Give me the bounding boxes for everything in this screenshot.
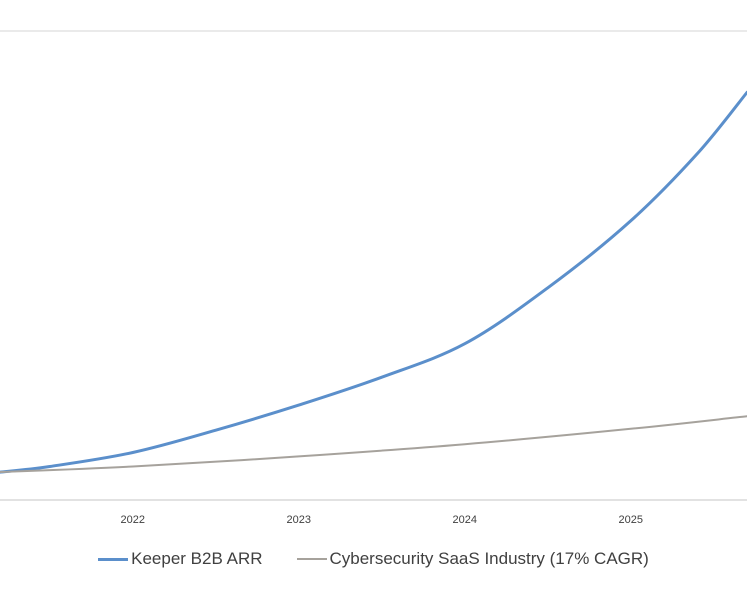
x-tick-label: 2025 (619, 514, 643, 526)
legend-label: Cybersecurity SaaS Industry (17% CAGR) (329, 549, 649, 568)
series-line-keeper-b2b-arr (0, 90, 747, 474)
legend-item-keeper-b2b-arr: Keeper B2B ARR (98, 549, 263, 569)
x-tick-label: 2023 (287, 514, 311, 526)
legend-swatch-blue (98, 557, 129, 561)
series-line-cybersecurity-saas-industry (0, 415, 747, 474)
x-tick-label: 2024 (453, 514, 477, 526)
legend-item-cybersecurity-saas-industry: Cybersecurity SaaS Industry (17% CAGR) (296, 549, 649, 569)
legend-swatch-gray (296, 558, 327, 560)
line-chart: 2022 2023 2024 2025 (0, 30, 747, 526)
x-tick-label: 2022 (121, 514, 145, 526)
x-tick-labels: 2022 2023 2024 2025 (121, 514, 643, 526)
legend-label: Keeper B2B ARR (131, 549, 263, 568)
chart-legend: Keeper B2B ARR Cybersecurity SaaS Indust… (0, 545, 747, 573)
